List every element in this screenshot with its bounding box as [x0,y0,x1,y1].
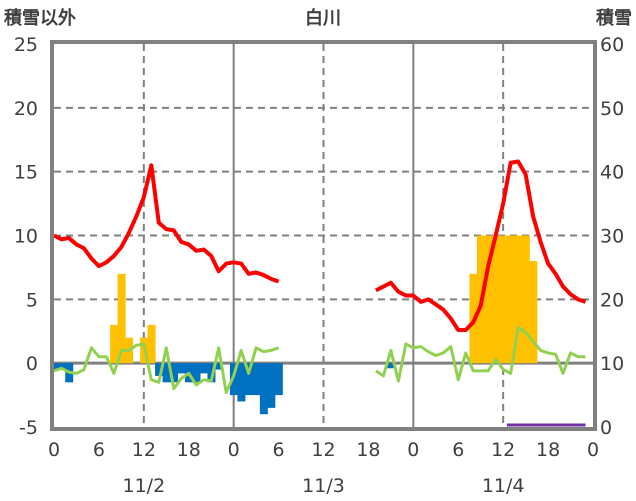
right-tick-label: 20 [600,289,624,311]
positive-bar [484,235,493,364]
right-axis-title: 積雪 [595,7,632,29]
x-tick-label: 0 [407,439,419,461]
right-tick-label: 60 [600,34,624,56]
x-tick-label: 18 [536,439,560,461]
plot-frame [50,40,597,431]
red-line-series [53,163,280,284]
date-label: 11/2 [122,475,165,497]
green-line-series [53,342,280,395]
positive-bar [529,261,538,364]
positive-bar [506,235,515,364]
left-tick-label: 25 [14,34,38,56]
negative-bar [274,363,283,396]
negative-bar [50,363,59,370]
right-tick-label: 40 [600,162,624,184]
negative-bar [155,363,164,376]
negative-bar [199,363,208,374]
x-tick-label: 6 [93,439,105,461]
negative-bar [237,363,246,402]
x-tick-label: 12 [132,439,156,461]
negative-bar [177,363,186,374]
x-tick-label: 0 [228,439,240,461]
negative-bar [162,363,171,383]
negative-bar [259,363,268,415]
negative-bar [387,363,396,369]
negative-bar [229,363,238,396]
left-tick-label: 0 [26,353,38,375]
red-line-series [374,159,587,332]
positive-bar [514,235,523,364]
positive-bar [117,273,126,364]
negative-bar [57,363,66,370]
date-label: 11/4 [482,475,525,497]
right-tick-label: 50 [600,98,624,120]
negative-bar [244,363,253,396]
x-tick-label: 0 [48,439,60,461]
chart-title: 白川 [305,7,341,29]
negative-bar [192,363,201,383]
x-tick-label: 18 [177,439,201,461]
left-axis-title: 積雪以外 [3,7,76,29]
negative-bar [214,363,223,370]
right-tick-label: 30 [600,226,624,248]
x-tick-label: 12 [491,439,515,461]
green-line-series [375,325,586,383]
left-tick-label: 20 [14,98,38,120]
negative-bar [252,363,261,396]
date-label: 11/3 [302,475,345,497]
left-tick-label: 5 [26,289,38,311]
negative-bar [207,363,216,383]
positive-bar [521,235,530,364]
x-tick-label: 6 [273,439,285,461]
x-tick-label: 12 [311,439,335,461]
positive-bar [147,324,156,364]
x-tick-label: 6 [452,439,464,461]
positive-bar [491,235,500,364]
negative-bar [170,363,179,383]
positive-bar [499,235,508,364]
positive-bar [110,324,119,364]
left-tick-label: 10 [14,226,38,248]
right-tick-label: 10 [600,353,624,375]
left-tick-label: 15 [14,162,38,184]
right-tick-label: 0 [600,417,612,439]
x-tick-label: 18 [356,439,380,461]
negative-bar [267,363,276,408]
x-tick-label: 0 [587,439,599,461]
left-tick-label: -5 [19,417,38,439]
